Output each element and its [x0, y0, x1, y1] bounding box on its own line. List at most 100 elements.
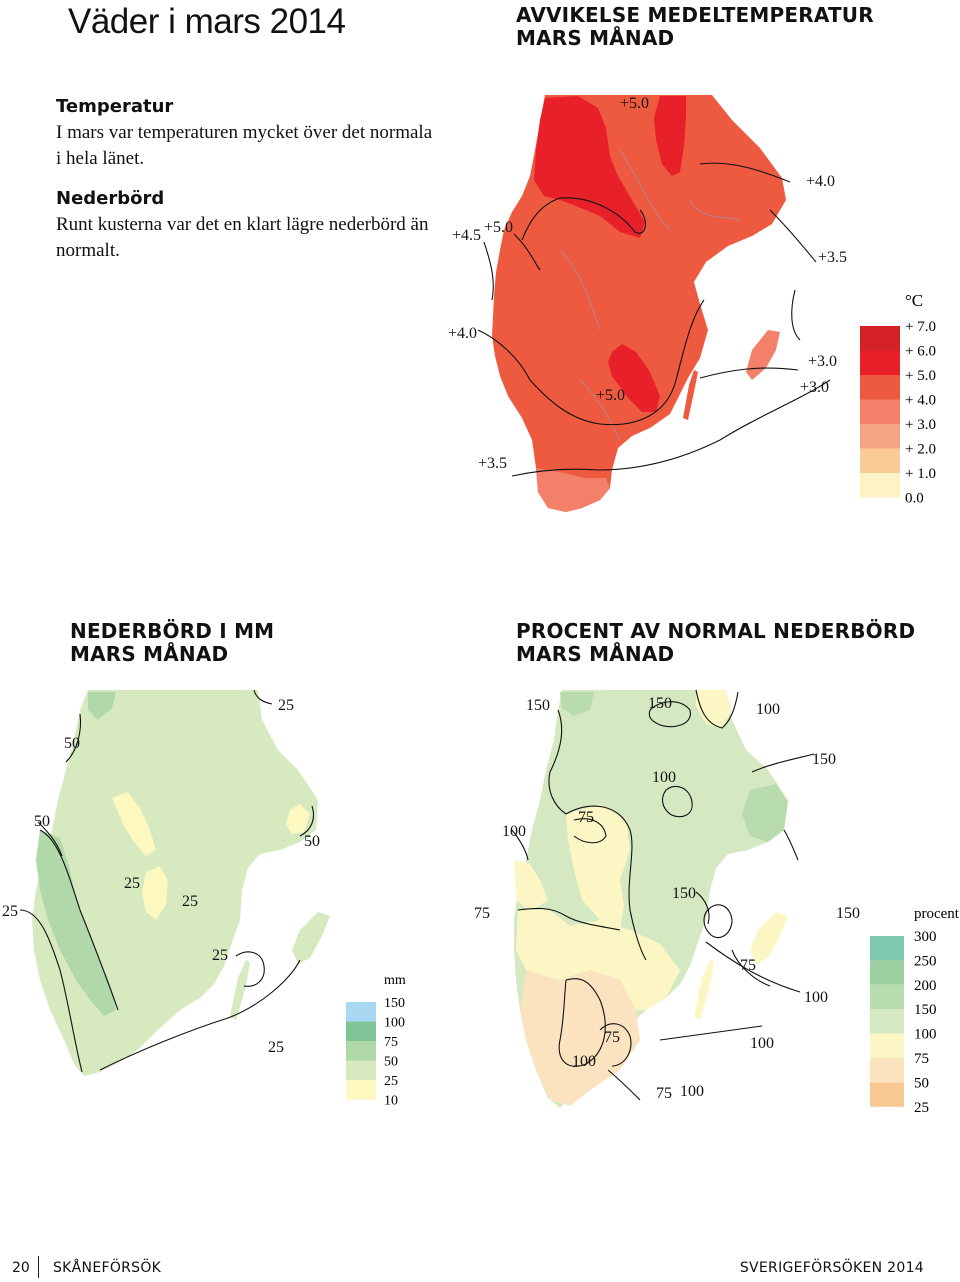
- temperature-zone-central: [608, 344, 660, 412]
- percent-legend-swatch-3: [870, 984, 904, 1010]
- percent-legend-swatch-2: [870, 960, 904, 985]
- percent-legend-label-4: 150: [914, 1002, 937, 1018]
- percent-legend-label-5: 100: [914, 1027, 937, 1043]
- temperature-legend-unit: °C: [905, 291, 923, 310]
- precip-label-9: 25: [268, 1039, 284, 1056]
- percent-label-10: 150: [836, 905, 860, 922]
- percent-label-2: 150: [648, 695, 672, 712]
- precip-label-8: 25: [212, 947, 228, 964]
- temperature-label-1: +5.0: [620, 95, 649, 112]
- percent-legend-label-2: 250: [914, 953, 937, 969]
- precip-label-7: 25: [2, 903, 18, 920]
- percent-legend-label-3: 200: [914, 978, 937, 994]
- temperature-label-2: +4.5: [452, 227, 481, 244]
- percent-zone-east-wet: [742, 784, 788, 842]
- precipitation-text: Runt kusterna var det en klart lägre ned…: [56, 214, 429, 261]
- footer-left-text: SKÅNEFÖRSÖK: [53, 1260, 162, 1276]
- temperature-legend-label-6: + 2.0: [905, 442, 936, 458]
- precipitation-map: 25 50 50 50 25 25 25 25 25 mm 150 100 75 50…: [2, 689, 406, 1109]
- percent-map-title-line1: PROCENT AV NORMAL NEDERBÖRD: [516, 619, 916, 643]
- percent-zone-central-dry: [566, 804, 630, 930]
- precip-legend-label-2: 100: [384, 1016, 405, 1031]
- percent-label-3: 100: [756, 701, 780, 718]
- temperature-legend-swatch-2: [860, 350, 900, 375]
- precip-legend-label-3: 75: [384, 1035, 398, 1050]
- percent-map-title-line2: MARS MÅNAD: [516, 642, 675, 666]
- percent-zone-north-dry: [696, 690, 732, 728]
- temperature-land-east-island: [746, 330, 780, 380]
- temperature-zone-north-west: [534, 96, 645, 238]
- percent-label-14: 100: [750, 1035, 774, 1052]
- temperature-legend-swatch-7: [860, 473, 900, 498]
- temperature-legend-swatch-4: [860, 399, 900, 424]
- precip-legend-swatch-3: [346, 1041, 376, 1061]
- percent-map: 150 150 100 150 100 75 100 150 75 150 75…: [474, 689, 960, 1116]
- percent-zone-southeast: [516, 910, 680, 1010]
- percent-label-4: 150: [812, 751, 836, 768]
- percent-legend-swatch-1: [870, 936, 904, 961]
- precip-legend-label-5: 25: [384, 1074, 398, 1089]
- percent-label-11: 75: [740, 957, 756, 974]
- precip-legend-swatch-4: [346, 1060, 376, 1080]
- precip-zone-dry-2: [142, 866, 168, 920]
- precip-legend-swatch-2: [346, 1021, 376, 1041]
- precip-label-4: 50: [304, 833, 320, 850]
- temperature-map-title-line2: MARS MÅNAD: [516, 26, 675, 50]
- percent-label-13: 75: [604, 1029, 620, 1046]
- precip-legend: mm 150 100 75 50 25 10: [346, 973, 406, 1109]
- temperature-label-5: +3.5: [818, 249, 847, 266]
- percent-legend-label-8: 25: [914, 1100, 929, 1116]
- temperature-legend-swatch-1: [860, 326, 900, 351]
- temperature-land-south-coast: [536, 468, 610, 512]
- percent-legend-swatch-7: [870, 1082, 904, 1107]
- precipitation-heading: Nederbörd: [56, 188, 165, 209]
- precip-zone-north-west: [88, 692, 116, 720]
- percent-label-1: 150: [526, 697, 550, 714]
- temperature-label-10: +3.5: [478, 455, 507, 472]
- temperature-land-oland: [683, 370, 698, 420]
- temperature-label-9: +5.0: [596, 387, 625, 404]
- percent-label-5: 100: [652, 769, 676, 786]
- precipitation-map-title: NEDERBÖRD I MM MARS MÅNAD: [70, 620, 274, 666]
- precip-land-island: [292, 912, 330, 964]
- precip-zone-dry-1: [112, 792, 156, 856]
- percent-legend: procent 300 250 200 150 100 75 50 25: [870, 906, 960, 1116]
- temperature-zone-north-east: [654, 96, 686, 176]
- temperature-heading: Temperatur: [56, 96, 174, 117]
- percent-label-16: 75: [656, 1085, 672, 1102]
- precip-legend-label-1: 150: [384, 996, 405, 1011]
- temperature-legend-swatch-6: [860, 448, 900, 473]
- percent-label-12: 100: [804, 989, 828, 1006]
- precip-legend-swatch-1: [346, 1002, 376, 1022]
- precip-land-oland: [230, 960, 250, 1020]
- precip-label-2: 50: [64, 735, 80, 752]
- temperature-legend-label-1: + 7.0: [905, 319, 936, 335]
- temperature-map-title-line1: AVVIKELSE MEDELTEMPERATUR: [516, 3, 874, 27]
- percent-legend-swatch-5: [870, 1033, 904, 1058]
- temperature-label-3: +5.0: [484, 219, 513, 236]
- percent-label-9: 75: [474, 905, 490, 922]
- percent-map-title: PROCENT AV NORMAL NEDERBÖRD MARS MÅNAD: [516, 620, 915, 666]
- precip-legend-label-4: 50: [384, 1055, 398, 1070]
- precip-legend-label-6: 10: [384, 1094, 398, 1109]
- percent-label-7: 100: [502, 823, 526, 840]
- percent-zone-north-wet: [560, 692, 594, 716]
- percent-label-6: 75: [578, 809, 594, 826]
- intro-text: Temperatur I mars var temperaturen mycke…: [56, 94, 441, 278]
- precip-zone-west-coast: [36, 830, 116, 1016]
- page-footer: 20 SKÅNEFÖRSÖK SVERIGEFÖRSÖKEN 2014: [0, 1252, 960, 1282]
- temperature-map-title: AVVIKELSE MEDELTEMPERATUR MARS MÅNAD: [516, 4, 874, 50]
- precipitation-map-title-line2: MARS MÅNAD: [70, 642, 229, 666]
- footer-right-text: SVERIGEFÖRSÖKEN 2014: [739, 1260, 924, 1276]
- temperature-label-7: +3.0: [808, 353, 837, 370]
- page-number: 20: [12, 1260, 30, 1276]
- precip-zone-dry-3: [286, 804, 310, 834]
- temperature-text: I mars var temperaturen mycket över det …: [56, 122, 433, 169]
- percent-legend-label-7: 50: [914, 1075, 929, 1091]
- percent-zone-south: [520, 970, 640, 1106]
- temperature-legend-label-4: + 4.0: [905, 393, 936, 409]
- temperature-legend-label-3: + 5.0: [905, 368, 936, 384]
- precip-label-6: 25: [182, 893, 198, 910]
- percent-legend-unit: procent: [914, 906, 960, 922]
- temperature-legend: °C + 7.0 + 6.0 + 5.0 + 4.0 + 3.0 + 2.0 + 1.0 0.…: [860, 291, 936, 507]
